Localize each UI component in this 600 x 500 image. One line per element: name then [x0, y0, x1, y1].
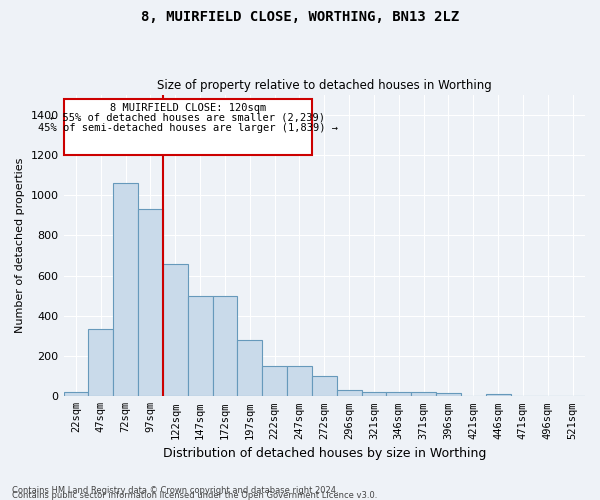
- Bar: [436, 394, 461, 396]
- Bar: [386, 392, 411, 396]
- Text: 8 MUIRFIELD CLOSE: 120sqm: 8 MUIRFIELD CLOSE: 120sqm: [110, 102, 266, 113]
- Bar: [188, 296, 212, 396]
- Bar: [287, 366, 312, 396]
- Text: Contains public sector information licensed under the Open Government Licence v3: Contains public sector information licen…: [12, 491, 377, 500]
- Bar: [238, 340, 262, 396]
- Bar: [411, 392, 436, 396]
- Bar: [163, 264, 188, 396]
- Bar: [312, 376, 337, 396]
- Bar: [485, 394, 511, 396]
- Bar: [262, 366, 287, 396]
- Text: Contains HM Land Registry data © Crown copyright and database right 2024.: Contains HM Land Registry data © Crown c…: [12, 486, 338, 495]
- FancyBboxPatch shape: [64, 98, 312, 155]
- Text: 45% of semi-detached houses are larger (1,839) →: 45% of semi-detached houses are larger (…: [38, 122, 338, 132]
- Bar: [362, 392, 386, 396]
- Bar: [337, 390, 362, 396]
- Bar: [212, 296, 238, 396]
- X-axis label: Distribution of detached houses by size in Worthing: Distribution of detached houses by size …: [163, 447, 486, 460]
- Text: 8, MUIRFIELD CLOSE, WORTHING, BN13 2LZ: 8, MUIRFIELD CLOSE, WORTHING, BN13 2LZ: [141, 10, 459, 24]
- Text: ← 55% of detached houses are smaller (2,239): ← 55% of detached houses are smaller (2,…: [50, 112, 325, 122]
- Bar: [113, 183, 138, 396]
- Bar: [88, 329, 113, 396]
- Y-axis label: Number of detached properties: Number of detached properties: [15, 158, 25, 333]
- Bar: [64, 392, 88, 396]
- Bar: [138, 209, 163, 396]
- Title: Size of property relative to detached houses in Worthing: Size of property relative to detached ho…: [157, 79, 491, 92]
